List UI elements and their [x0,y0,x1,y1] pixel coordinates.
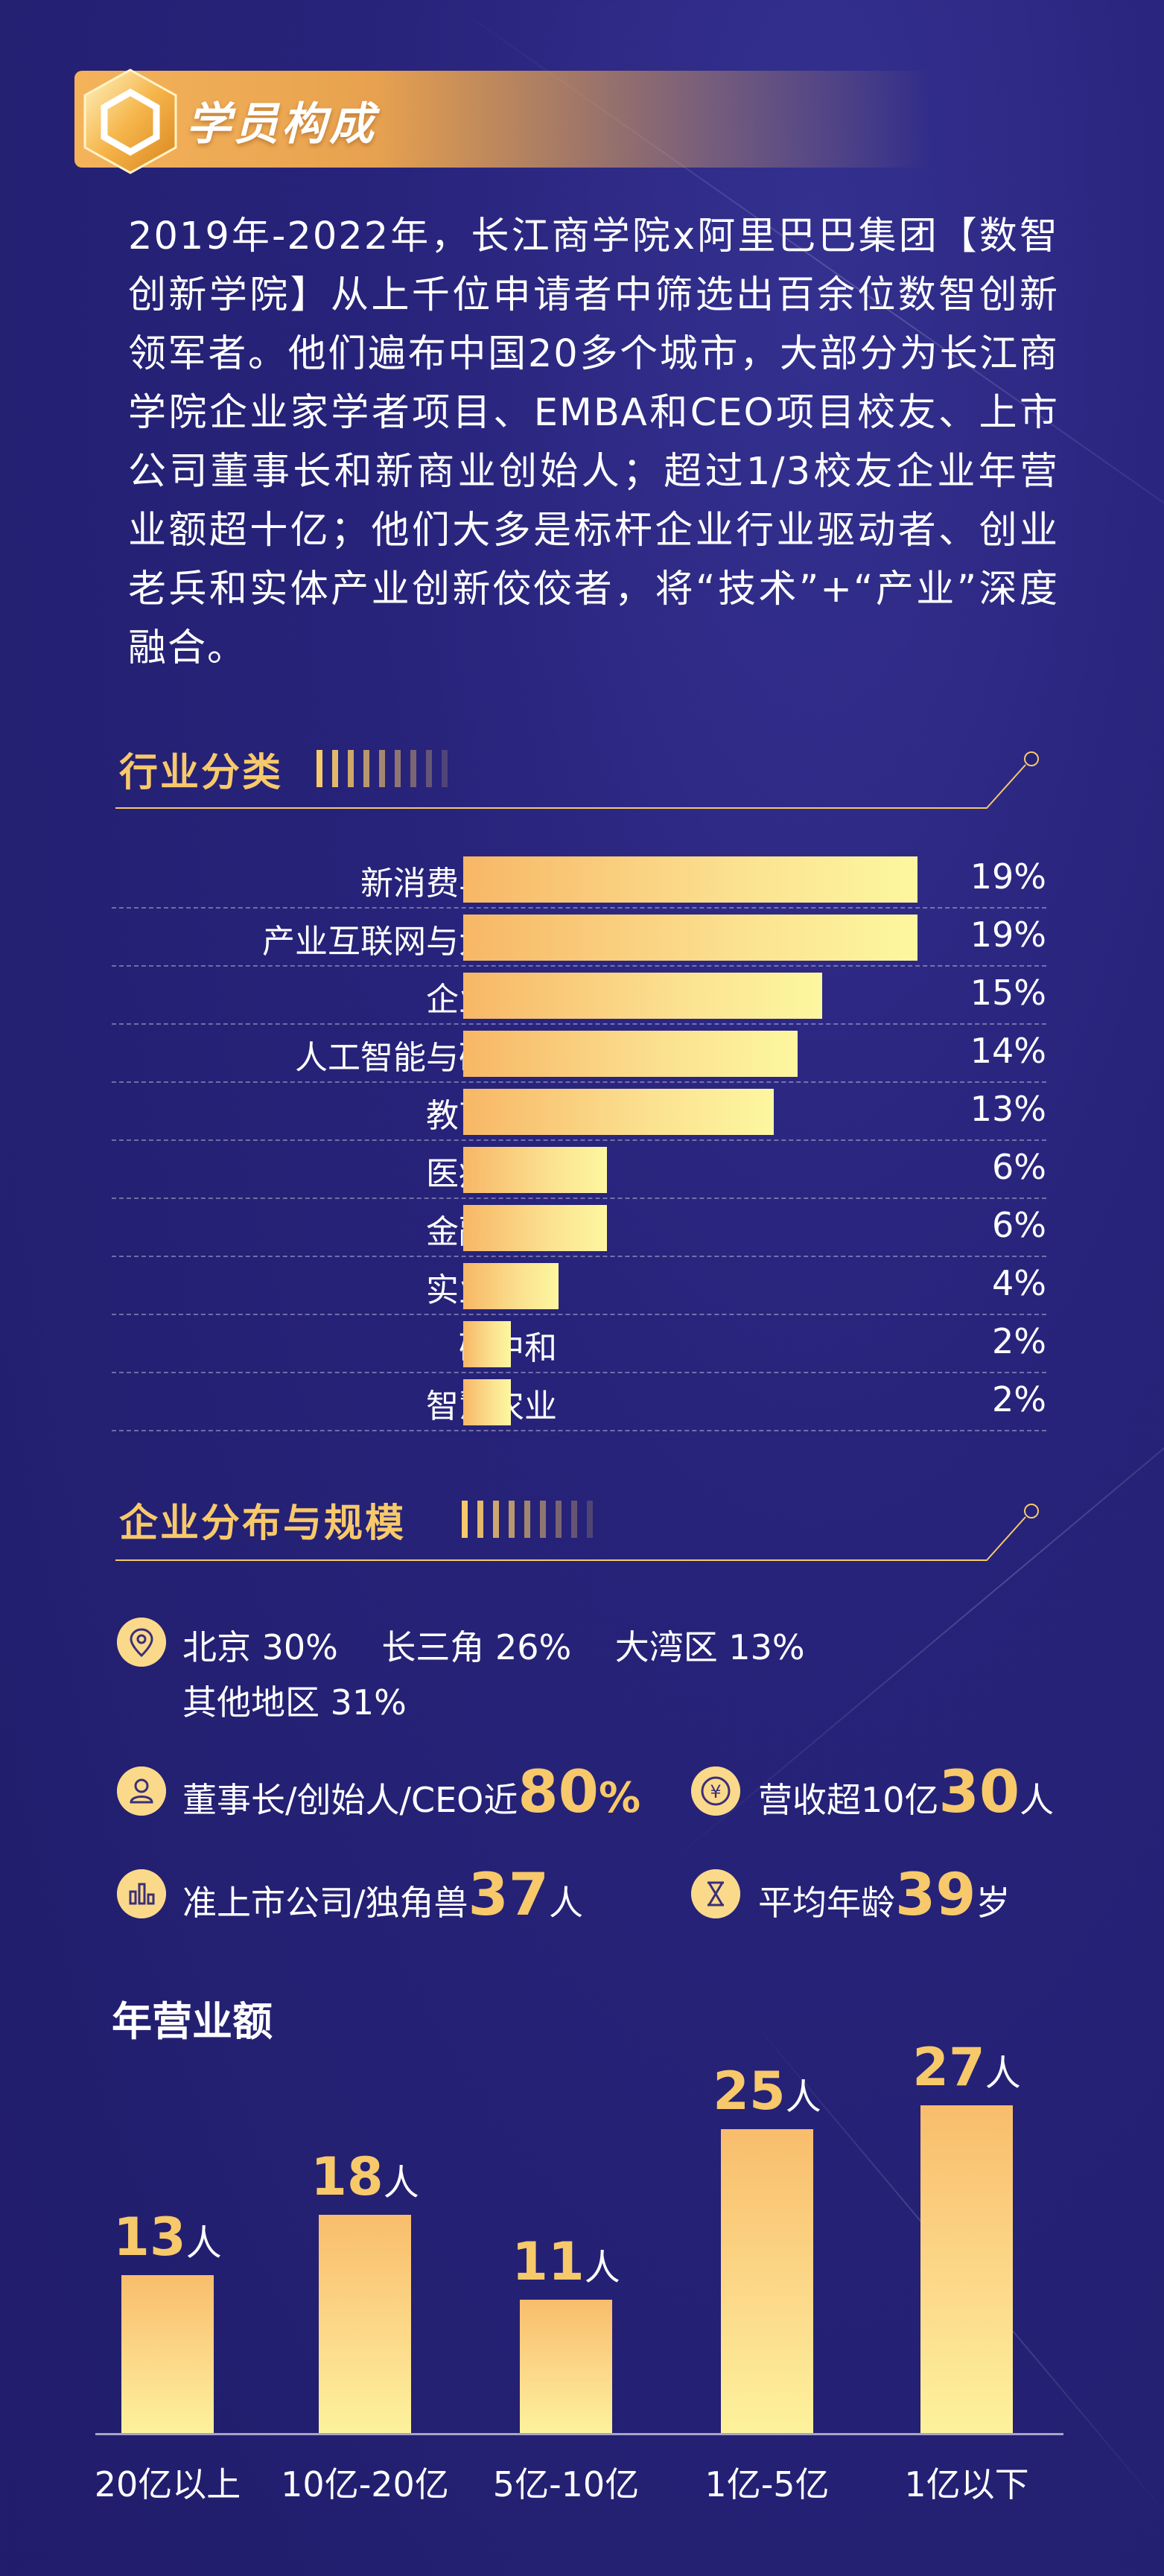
industry-row: 碳中和2% [112,1314,1046,1373]
revenue-data-label: 13人 [86,2207,249,2268]
industry-value: 6% [992,1147,1046,1187]
intro-paragraph: 2019年-2022年，长江商学院x阿里巴巴集团【数智创新学院】从上千位申请者中… [128,214,1059,670]
industry-bar [463,973,822,1019]
ceo-unit: % [598,1774,641,1822]
section-header-ribbon [74,71,931,168]
regions-line-1: 北京 30% 长三角 26% 大湾区 13% [182,1627,805,1667]
industry-row: 新消费与营销 19% [112,849,1046,909]
industry-bar [463,1031,798,1077]
industry-bar [463,1379,511,1425]
industry-value: 14% [970,1031,1046,1071]
industry-row: 产业互联网与大数据 19% [112,907,1046,967]
industry-bar [463,1089,774,1135]
industry-bar [463,1321,511,1367]
industry-value: 19% [970,915,1046,955]
yen-coin-icon: ¥ [691,1766,740,1816]
revenue-category-label: 10亿-20亿 [281,2464,449,2505]
industry-bar [463,1205,607,1251]
industry-row: 金融科技6% [112,1198,1046,1257]
revenue-value: 30 [938,1759,1020,1826]
revenue-category-label: 20亿以上 [94,2464,241,2505]
industry-row: 医疗健康6% [112,1139,1046,1199]
age-label: 平均年龄 [758,1883,895,1923]
industry-section-title: 行业分类 [119,751,284,795]
hourglass-icon [691,1869,740,1918]
listed-stat: 准上市公司/独角兽37人 [182,1862,583,1929]
distribution-section-title: 企业分布与规模 [119,1501,407,1546]
revenue-unit: 人 [1020,1780,1055,1820]
revenue-value: 13 [113,2207,186,2268]
industry-value: 4% [992,1263,1046,1303]
industry-bar [463,1147,607,1193]
revenue-category-label: 1亿以下 [904,2464,1029,2505]
revenue-chart-title: 年营业额 [112,1998,273,2045]
revenue-value: 11 [512,2231,585,2292]
page-title: 学员构成 [186,98,377,150]
revenue-unit: 人 [185,2222,222,2264]
age-value: 39 [895,1862,976,1929]
regions-line-2: 其他地区 31% [182,1682,407,1723]
revenue-data-label: 27人 [885,2037,1049,2098]
revenue-value: 18 [311,2146,384,2207]
location-pin-icon [117,1618,166,1667]
age-unit: 岁 [976,1883,1011,1923]
title-decoration [317,750,448,787]
svg-text:¥: ¥ [710,1781,721,1802]
bar-chart-icon [117,1869,166,1918]
revenue-unit: 人 [584,2247,620,2289]
industry-row: 企业服务15% [112,965,1046,1025]
industry-row: 实业创新4% [112,1256,1046,1315]
industry-value: 2% [992,1379,1046,1419]
revenue-bar [121,2275,214,2433]
industry-bar [463,915,917,961]
revenue-bar [721,2129,813,2433]
ceo-label: 董事长/创始人/CEO近 [182,1780,518,1820]
revenue-unit: 人 [785,2076,821,2118]
ceo-stat: 董事长/创始人/CEO近80% [182,1759,640,1826]
revenue-bar [319,2215,411,2433]
revenue-category-label: 5亿-10亿 [492,2464,640,2505]
industry-row: 智慧农业2% [112,1372,1046,1431]
title-decoration [462,1501,593,1538]
age-stat: 平均年龄39岁 [758,1862,1011,1929]
listed-value: 37 [468,1862,550,1929]
industry-value: 19% [970,856,1046,897]
hexagon-badge-icon [83,69,177,174]
revenue-chart-axis [95,2433,1063,2435]
revenue-value: 27 [912,2037,985,2098]
industry-value: 15% [970,973,1046,1013]
industry-value: 6% [992,1205,1046,1245]
revenue-stat: 营收超10亿30人 [758,1759,1054,1826]
ceo-value: 80 [518,1759,599,1826]
revenue-data-label: 18人 [283,2146,447,2207]
industry-bar [463,1263,559,1309]
industry-value: 2% [992,1321,1046,1361]
section-underline [115,751,1039,809]
industry-row: 教育文娱13% [112,1081,1046,1141]
industry-row: 人工智能与硬科技 14% [112,1023,1046,1083]
revenue-bar [920,2105,1013,2433]
section-underline [115,1504,1039,1561]
revenue-unit: 人 [985,2052,1021,2094]
revenue-label: 营收超10亿 [758,1780,939,1820]
person-icon [117,1766,166,1816]
revenue-value: 25 [713,2061,786,2122]
listed-label: 准上市公司/独角兽 [182,1883,468,1923]
revenue-unit: 人 [383,2162,419,2204]
revenue-category-label: 1亿-5亿 [705,2464,830,2505]
revenue-bar [520,2300,612,2433]
industry-bar [463,856,917,903]
listed-unit: 人 [549,1883,584,1923]
revenue-data-label: 11人 [484,2231,648,2292]
industry-value: 13% [970,1089,1046,1129]
revenue-data-label: 25人 [685,2061,849,2122]
